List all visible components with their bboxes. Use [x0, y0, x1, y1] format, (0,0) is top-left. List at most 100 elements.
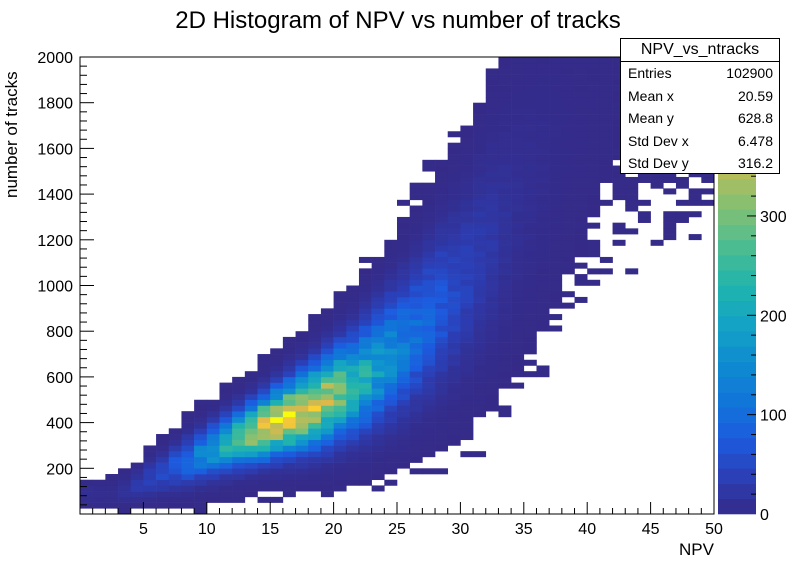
histogram-cell: [308, 428, 322, 435]
histogram-cell: [422, 234, 436, 241]
histogram-cell: [308, 462, 322, 469]
histogram-cell: [156, 496, 170, 503]
histogram-cell: [320, 308, 334, 315]
histogram-cell: [295, 422, 309, 429]
histogram-cell: [523, 136, 537, 143]
histogram-cell: [181, 502, 195, 509]
histogram-cell: [485, 308, 499, 315]
histogram-cell: [549, 176, 563, 183]
histogram-cell: [422, 251, 436, 258]
histogram-cell: [498, 171, 512, 178]
histogram-cell: [206, 474, 220, 481]
histogram-cell: [574, 171, 588, 178]
histogram-cell: [498, 136, 512, 143]
histogram-cell: [549, 291, 563, 298]
histogram-cell: [371, 371, 385, 378]
histogram-cell: [333, 399, 347, 406]
histogram-cell: [511, 159, 525, 166]
histogram-cell: [320, 359, 334, 366]
histogram-cell: [384, 302, 398, 309]
histogram-cell: [371, 285, 385, 292]
histogram-cell: [397, 348, 410, 355]
histogram-cell: [244, 382, 258, 389]
histogram-cell: [485, 125, 499, 132]
histogram-cell: [498, 154, 512, 161]
histogram-cell: [498, 159, 512, 166]
histogram-cell: [168, 456, 182, 463]
stats-title: NPV_vs_ntracks: [621, 39, 779, 62]
histogram-cell: [587, 91, 601, 98]
histogram-cell: [308, 485, 322, 492]
histogram-cell: [346, 394, 360, 401]
histogram-cell: [384, 416, 398, 423]
histogram-cell: [333, 348, 347, 355]
histogram-cell: [485, 119, 499, 126]
histogram-cell: [422, 245, 436, 252]
histogram-cell: [358, 434, 372, 441]
histogram-cell: [561, 91, 575, 98]
histogram-cell: [587, 125, 601, 132]
histogram-cell: [447, 382, 461, 389]
histogram-cell: [536, 171, 550, 178]
histogram-cell: [194, 491, 208, 498]
histogram-cell: [523, 359, 537, 366]
histogram-cell: [473, 239, 487, 246]
histogram-cell: [206, 456, 220, 463]
histogram-cell: [346, 336, 360, 343]
histogram-cell: [397, 416, 410, 423]
histogram-cell: [460, 171, 474, 178]
histogram-cell: [523, 131, 537, 138]
histogram-cell: [473, 371, 487, 378]
histogram-cell: [561, 245, 575, 252]
histogram-cell: [511, 314, 525, 321]
histogram-cell: [460, 142, 474, 149]
histogram-cell: [282, 371, 296, 378]
histogram-cell: [397, 228, 410, 235]
histogram-cell: [295, 359, 309, 366]
stats-row: Std Dev y 316.2: [621, 152, 779, 175]
histogram-cell: [599, 176, 613, 183]
histogram-cell: [422, 382, 436, 389]
histogram-cell: [561, 119, 575, 126]
histogram-cell: [206, 405, 220, 412]
histogram-cell: [574, 79, 588, 86]
histogram-cell: [130, 474, 144, 481]
histogram-cell: [612, 228, 626, 235]
histogram-cell: [181, 439, 195, 446]
histogram-cell: [612, 57, 626, 64]
histogram-cell: [422, 439, 436, 446]
histogram-cell: [523, 291, 537, 298]
histogram-cell: [409, 399, 423, 406]
histogram-cell: [435, 165, 449, 172]
histogram-cell: [409, 342, 423, 349]
histogram-cell: [320, 428, 334, 435]
histogram-cell: [346, 399, 360, 406]
histogram-cell: [561, 136, 575, 143]
histogram-cell: [397, 245, 410, 252]
histogram-cell: [473, 291, 487, 298]
histogram-cell: [435, 354, 449, 361]
histogram-cell: [397, 434, 410, 441]
histogram-cell: [384, 376, 398, 383]
histogram-cell: [308, 319, 322, 326]
histogram-cell: [460, 216, 474, 223]
histogram-cell: [460, 382, 474, 389]
histogram-cell: [561, 262, 575, 269]
histogram-cell: [282, 336, 296, 343]
histogram-cell: [511, 57, 525, 64]
histogram-cell: [435, 205, 449, 212]
histogram-cell: [447, 268, 461, 275]
histogram-cell: [485, 348, 499, 355]
histogram-cell: [232, 382, 246, 389]
histogram-cell: [409, 314, 423, 321]
histogram-cell: [320, 394, 334, 401]
histogram-cell: [536, 125, 550, 132]
histogram-cell: [422, 314, 436, 321]
histogram-cell: [460, 176, 474, 183]
histogram-cell: [549, 222, 563, 229]
histogram-cell: [485, 85, 499, 92]
histogram-cell: [498, 91, 512, 98]
histogram-cell: [320, 376, 334, 383]
palette-band: [718, 270, 756, 286]
histogram-cell: [625, 194, 639, 201]
